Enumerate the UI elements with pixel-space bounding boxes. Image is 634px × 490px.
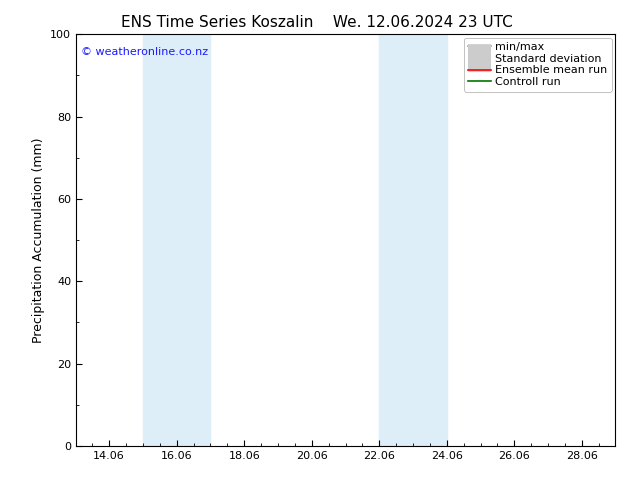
Bar (143, 34, 210, 446)
Legend: min/max, Standard deviation, Ensemble mean run, Controll run: min/max, Standard deviation, Ensemble me… (464, 38, 612, 92)
Y-axis label: Precipitation Accumulation (mm): Precipitation Accumulation (mm) (32, 137, 44, 343)
Text: ENS Time Series Koszalin    We. 12.06.2024 23 UTC: ENS Time Series Koszalin We. 12.06.2024 … (121, 15, 513, 30)
Text: © weatheronline.co.nz: © weatheronline.co.nz (81, 47, 209, 57)
Bar (379, 34, 447, 446)
